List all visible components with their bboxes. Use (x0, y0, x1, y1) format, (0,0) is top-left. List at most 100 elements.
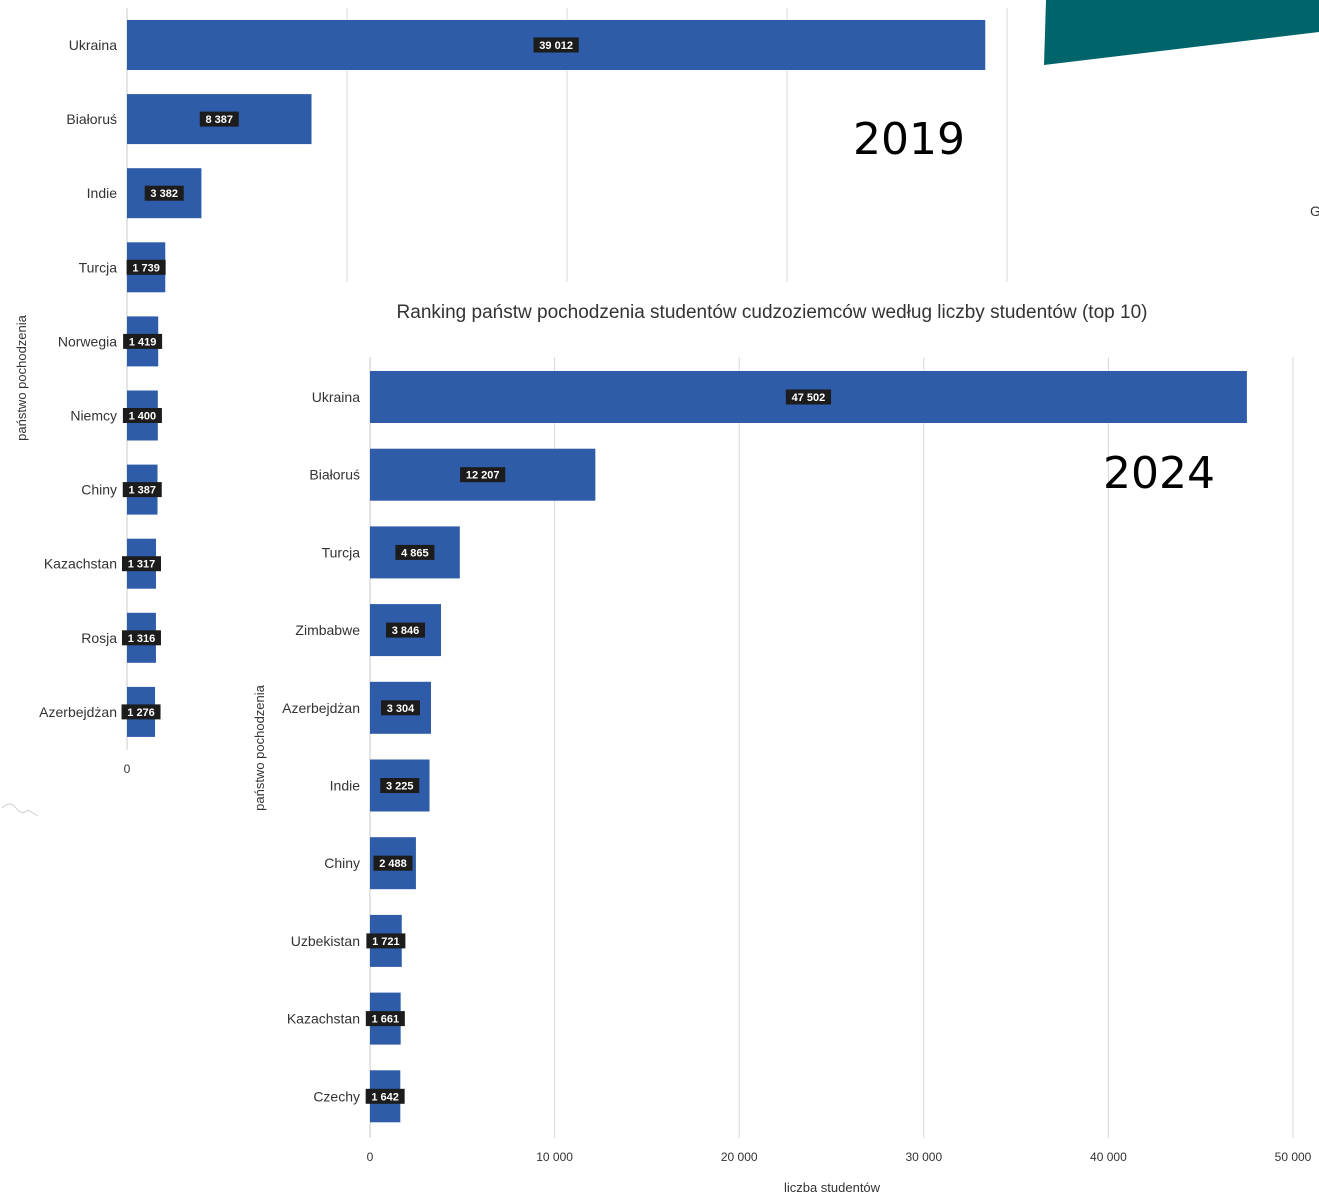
value-label: 8 387 (205, 114, 233, 126)
category-label: Indie (330, 778, 361, 794)
value-badge: 3 304 (380, 700, 420, 716)
value-badge-bg (373, 855, 413, 871)
value-label: 1 419 (129, 336, 157, 348)
category-labels: Ukraina Białoruś Turcja Zimbabwe Azerbejdżan… (282, 389, 360, 1104)
value-badge-bg (126, 259, 166, 275)
category-label: Azerbejdżan (282, 700, 360, 716)
x-tick-label: 50 000 (1275, 1150, 1312, 1164)
value-badge: 1 739 (126, 259, 166, 275)
chart-title: Ranking państw pochodzenia studentów cud… (397, 302, 1148, 323)
category-label: Chiny (81, 482, 117, 498)
category-label: Kazachstan (287, 1011, 360, 1027)
decorative-squiggle (1, 803, 39, 817)
category-label: Kazachstan (44, 556, 117, 572)
value-label: 2 488 (379, 858, 407, 870)
cut-off-letter: G (1310, 203, 1319, 219)
value-label: 47 502 (792, 392, 826, 404)
value-label: 4 865 (401, 547, 429, 559)
value-badge: 3 846 (385, 622, 425, 638)
value-badge-bg (460, 467, 506, 483)
value-label: 1 642 (371, 1091, 399, 1103)
value-badge: 1 642 (365, 1088, 405, 1104)
category-label: Białoruś (66, 111, 117, 127)
value-badge: 8 387 (199, 111, 239, 127)
category-label: Chiny (324, 855, 360, 871)
value-badge-bg (121, 556, 161, 572)
value-badge: 39 012 (533, 37, 579, 53)
x-tick-label: 0 (367, 1150, 374, 1164)
value-label: 3 846 (392, 625, 420, 637)
y-axis-title: państwo pochodzenia (252, 684, 267, 811)
x-tick-labels: 0 10 000 20 000 30 000 40 000 50 000 (367, 1150, 1312, 1164)
value-label: 12 207 (466, 470, 500, 482)
value-badge-bg (122, 482, 162, 498)
x-tick-label: 40 000 (1090, 1150, 1127, 1164)
year-label-2024: 2024 (1103, 448, 1215, 499)
category-label: Rosja (81, 630, 117, 646)
value-badge: 4 865 (395, 544, 435, 560)
value-badge: 1 316 (121, 630, 161, 646)
x-tick-label: 10 000 (536, 1150, 573, 1164)
value-badge-bg (199, 111, 239, 127)
value-label: 1 661 (372, 1014, 400, 1026)
value-badge: 3 225 (380, 778, 420, 793)
value-badge: 47 502 (785, 389, 832, 405)
value-badge-bg (365, 1088, 405, 1104)
value-badge: 1 721 (366, 933, 406, 949)
chart-2024: Ranking państw pochodzenia studentów cud… (252, 302, 1312, 1195)
value-label: 1 739 (132, 262, 160, 274)
value-label: 1 317 (128, 559, 156, 571)
x-tick-label: 20 000 (721, 1150, 758, 1164)
value-badge-bg (380, 778, 420, 793)
value-label: 39 012 (539, 40, 573, 52)
category-label: Zimbabwe (295, 622, 360, 638)
category-label: Norwegia (58, 333, 117, 349)
value-badge: 2 488 (373, 855, 413, 871)
category-label: Ukraina (312, 389, 360, 405)
value-badge: 12 207 (460, 467, 506, 483)
year-label-2019: 2019 (853, 114, 965, 165)
value-label: 3 225 (386, 781, 414, 793)
value-label: 1 276 (127, 707, 155, 719)
x-tick-label: 0 (124, 762, 131, 776)
value-label: 1 721 (372, 936, 400, 948)
category-labels: Ukraina Białoruś Indie Turcja Norwegia Niemcy… (39, 37, 117, 720)
x-axis-title: liczba studentów (784, 1180, 881, 1195)
value-label: 1 400 (129, 411, 157, 423)
value-badge-bg (144, 185, 184, 201)
value-badge-bg (121, 704, 161, 720)
value-badge: 1 317 (121, 556, 161, 572)
value-badge: 1 387 (122, 482, 162, 498)
category-label: Ukraina (69, 37, 117, 53)
value-badge-bg (395, 544, 435, 560)
value-badge-bg (385, 622, 425, 638)
y-axis-title: państwo pochodzenia (14, 314, 29, 441)
value-badge-bg (380, 700, 420, 716)
value-badge-bg (533, 37, 579, 53)
value-badge: 1 276 (121, 704, 161, 720)
value-badge: 1 661 (365, 1011, 405, 1027)
category-label: Niemcy (70, 408, 117, 424)
value-badge-bg (366, 933, 406, 949)
value-badge-bg (121, 630, 161, 646)
value-labels: 39 012 8 387 3 382 1 739 1 419 1 400 1 387 1 31… (121, 37, 579, 720)
value-badge: 1 419 (123, 333, 163, 349)
category-label: Czechy (313, 1088, 360, 1104)
value-badge-bg (123, 333, 163, 349)
decorative-banner (1044, 0, 1319, 65)
category-label: Azerbejdżan (39, 704, 117, 720)
category-label: Białoruś (309, 467, 360, 483)
x-tick-label: 30 000 (905, 1150, 942, 1164)
value-label: 3 304 (387, 703, 415, 715)
value-label: 1 387 (128, 485, 156, 497)
category-label: Turcja (79, 259, 118, 275)
category-label: Uzbekistan (291, 933, 360, 949)
value-badge-bg (365, 1011, 405, 1027)
value-badge-bg (785, 389, 832, 405)
value-label: 3 382 (150, 188, 178, 200)
chart-2019: Ukraina Białoruś Indie Turcja Norwegia Niemcy… (14, 8, 1008, 776)
category-label: Turcja (322, 544, 361, 560)
value-badge: 3 382 (144, 185, 184, 201)
category-label: Indie (87, 185, 118, 201)
